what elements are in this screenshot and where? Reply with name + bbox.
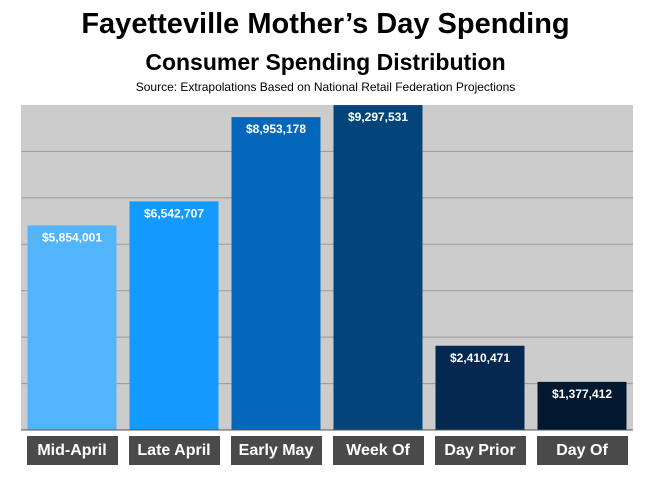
bar-day-of: [537, 381, 627, 430]
plot-area: [21, 105, 633, 430]
category-label: Day Prior: [434, 436, 526, 465]
data-labels-group: $5,854,001 $6,542,707 $8,953,178 $9,297,531…: [42, 110, 612, 401]
bar-week-of: [333, 105, 423, 431]
data-label: $2,410,471: [450, 351, 510, 365]
chart-source-note: Source: Extrapolations Based on National…: [135, 80, 516, 94]
category-label: Mid-April: [26, 436, 118, 465]
category-label: Early May: [230, 436, 322, 465]
category-label: Day Of: [536, 436, 628, 465]
bar-day-prior: [435, 345, 525, 430]
data-label: $1,377,412: [552, 387, 612, 401]
data-label: $9,297,531: [348, 110, 408, 124]
bar-late-april: [129, 201, 219, 430]
gridlines: [21, 150, 633, 385]
category-label: Late April: [128, 436, 220, 465]
chart-title: Fayetteville Mother’s Day Spending: [81, 8, 570, 40]
data-label: $8,953,178: [246, 122, 306, 136]
data-label: $6,542,707: [144, 206, 204, 220]
bar-mid-april: [27, 225, 117, 430]
category-label: Week Of: [332, 436, 424, 465]
bar-early-may: [231, 117, 321, 431]
data-label: $5,854,001: [42, 230, 102, 244]
bars-group: [27, 105, 627, 431]
chart-subtitle: Consumer Spending Distribution: [145, 49, 506, 75]
